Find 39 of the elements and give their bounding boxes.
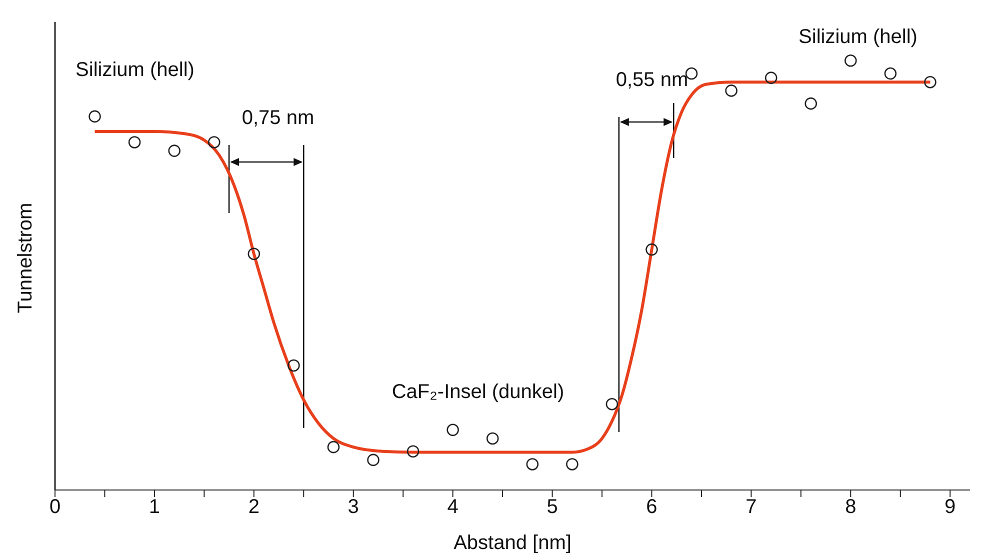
annotation: 0,75 nm <box>242 107 314 129</box>
y-axis-title: Tunnelstrom <box>14 202 38 314</box>
point <box>367 454 380 466</box>
point <box>327 440 340 454</box>
point <box>725 84 738 97</box>
x-axis-title: Abstand [nm] <box>454 532 572 553</box>
point <box>248 248 260 260</box>
x-tick-label: 1 <box>148 496 160 518</box>
x-tick-label: 4 <box>447 496 458 518</box>
point <box>924 76 936 88</box>
annotation: 0,55 nm <box>616 69 688 91</box>
annotation: Silizium (hell) <box>76 59 194 81</box>
point <box>844 54 857 67</box>
text: Silizium (hell) <box>798 26 918 48</box>
annotation: CaF₂-Insel (dunkel) <box>392 381 564 403</box>
x-tick-label: 7 <box>746 496 757 518</box>
point <box>288 359 300 372</box>
point <box>406 445 420 458</box>
x-tick-label: 9 <box>944 496 956 518</box>
x-tick-label: 6 <box>646 496 658 518</box>
point <box>446 424 459 436</box>
point <box>884 67 897 80</box>
x-tick-label: 5 <box>546 496 558 518</box>
point <box>208 136 220 148</box>
point <box>646 243 658 256</box>
point <box>526 458 539 470</box>
point <box>804 97 818 110</box>
point <box>88 110 101 123</box>
point <box>168 144 180 157</box>
point <box>685 67 698 80</box>
point <box>566 458 578 470</box>
point <box>606 398 618 410</box>
x-tick-label: 2 <box>248 496 260 518</box>
x-tick-label: 3 <box>348 496 359 518</box>
x-tick-label: 8 <box>845 496 856 518</box>
x-tick-label: 0 <box>49 496 61 518</box>
point <box>128 136 141 148</box>
point <box>486 432 499 445</box>
point <box>764 72 778 84</box>
